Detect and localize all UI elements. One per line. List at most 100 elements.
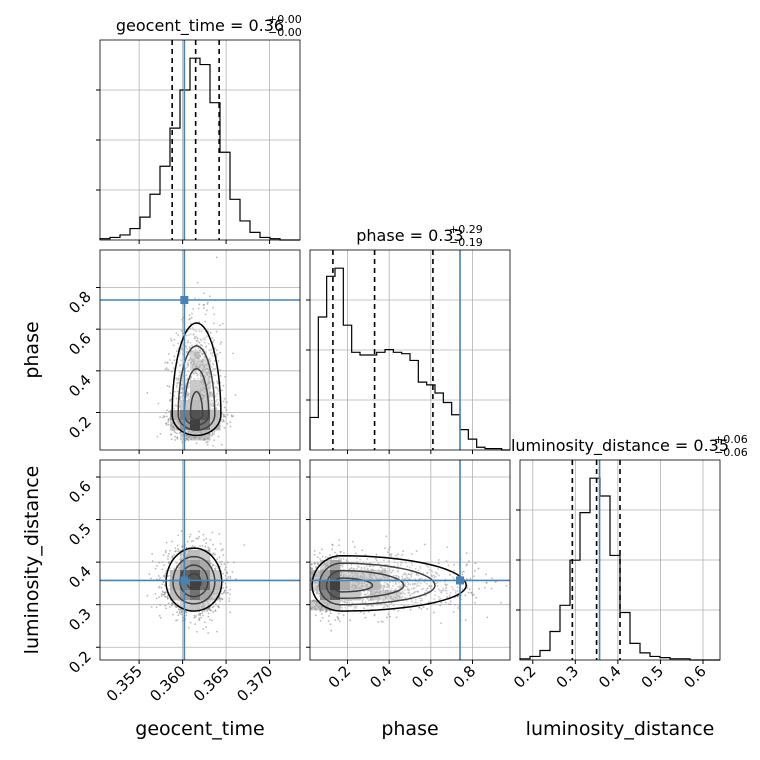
contour-line <box>189 390 204 421</box>
sample-point <box>360 592 362 595</box>
sample-point <box>179 568 181 571</box>
sample-point <box>370 589 373 592</box>
sample-point <box>318 572 320 575</box>
sample-point <box>190 358 193 360</box>
sample-point <box>414 598 417 601</box>
sample-point <box>505 584 508 587</box>
sample-point <box>318 605 320 608</box>
sample-point <box>401 590 404 593</box>
sample-point <box>175 606 178 609</box>
sample-point <box>326 604 329 606</box>
sample-point <box>302 588 304 590</box>
sample-point <box>222 400 225 403</box>
sample-point <box>322 599 325 602</box>
sample-point <box>180 346 183 349</box>
sample-point <box>186 341 189 344</box>
sample-point <box>398 586 401 589</box>
sample-point <box>433 574 435 577</box>
sample-point <box>444 580 446 583</box>
sample-point <box>200 375 203 378</box>
sample-point <box>474 562 477 565</box>
sample-point <box>215 407 218 410</box>
sample-point <box>314 603 317 606</box>
sample-point <box>339 606 342 609</box>
sample-point <box>207 546 210 549</box>
xtick-label: 0.4 <box>595 662 625 692</box>
sample-point <box>216 353 219 356</box>
sample-point <box>329 623 332 626</box>
sample-point <box>195 330 198 333</box>
sample-point <box>316 575 318 578</box>
sample-point <box>344 606 347 609</box>
sample-point <box>324 599 327 602</box>
sample-point <box>180 392 183 394</box>
sample-point <box>329 558 331 561</box>
density-cell <box>360 580 371 591</box>
sample-point <box>449 603 452 606</box>
sample-point <box>222 420 225 423</box>
sample-point <box>229 577 232 579</box>
sample-point <box>405 573 408 575</box>
sample-point <box>171 370 173 373</box>
sample-point <box>331 548 334 551</box>
sample-point <box>339 574 342 576</box>
sample-point <box>223 397 226 400</box>
sample-point <box>312 586 315 589</box>
sample-point <box>171 557 174 559</box>
sample-point <box>230 414 233 417</box>
sample-point <box>350 599 352 602</box>
sample-point <box>381 569 384 572</box>
sample-point <box>212 552 215 555</box>
sample-point <box>187 359 190 362</box>
sample-point <box>226 422 229 425</box>
sample-point <box>192 364 194 367</box>
sample-point <box>189 341 192 344</box>
sample-point <box>179 352 182 355</box>
sample-point <box>193 358 195 361</box>
sample-point <box>415 585 418 588</box>
sample-point <box>346 563 349 566</box>
sample-point <box>219 369 221 371</box>
sample-point <box>380 587 382 590</box>
sample-point <box>363 582 366 585</box>
sample-point <box>197 377 200 380</box>
sample-point <box>348 574 351 577</box>
sample-point <box>197 537 199 540</box>
sample-point <box>172 344 175 347</box>
sample-point <box>182 344 184 347</box>
sample-point <box>397 581 400 584</box>
density-cell <box>200 550 211 561</box>
sample-point <box>314 582 317 585</box>
sample-point <box>195 363 198 365</box>
sample-point <box>377 600 380 603</box>
sample-point <box>207 382 210 385</box>
contour-line <box>333 577 374 593</box>
sample-point <box>201 352 204 355</box>
sample-point <box>411 600 413 603</box>
sample-point <box>414 568 417 570</box>
sample-point <box>199 545 201 547</box>
sample-point <box>180 329 183 332</box>
sample-point <box>312 599 315 602</box>
contour-line <box>318 562 436 606</box>
sample-point <box>222 554 225 556</box>
sample-point <box>320 606 323 609</box>
sample-point <box>372 565 374 568</box>
sample-point <box>165 423 168 426</box>
sample-point <box>193 337 196 340</box>
sample-point <box>319 608 322 611</box>
sample-point <box>194 372 197 375</box>
sample-point <box>219 374 222 377</box>
sample-point <box>394 554 397 557</box>
sample-point <box>382 575 385 578</box>
sample-point <box>397 609 400 612</box>
sample-point <box>445 560 448 562</box>
sample-point <box>384 571 386 574</box>
sample-point <box>184 556 187 558</box>
sample-point <box>177 381 180 384</box>
sample-point <box>381 568 384 570</box>
title-geocent_time-minus: −0.00 <box>268 26 302 39</box>
sample-point <box>168 562 170 565</box>
sample-point <box>222 592 225 595</box>
sample-point <box>426 607 429 610</box>
